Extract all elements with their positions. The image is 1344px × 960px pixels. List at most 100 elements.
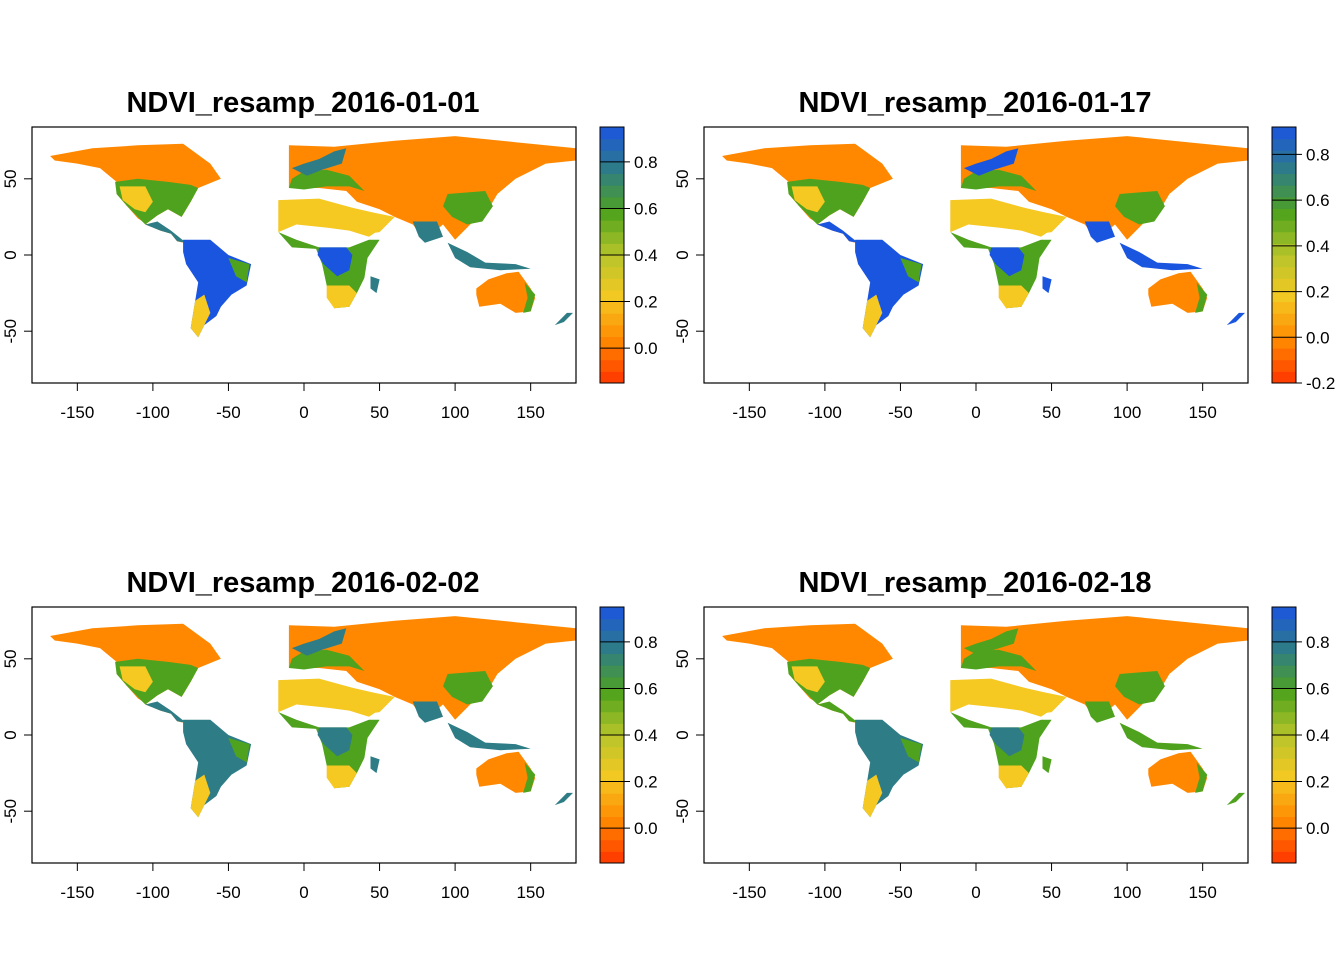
- legend-swatch: [1272, 781, 1296, 794]
- x-tick-label: 150: [1188, 883, 1216, 902]
- x-tick-label: 0: [299, 403, 308, 422]
- land-region: [367, 692, 395, 714]
- legend-tick-label: 0.4: [1306, 237, 1330, 256]
- x-tick-label: -150: [60, 883, 94, 902]
- land-region: [443, 671, 493, 705]
- x-tick-label: 150: [1188, 403, 1216, 422]
- land-region: [370, 756, 380, 774]
- legend-swatch: [600, 231, 624, 244]
- legend-tick-label: 0.4: [634, 726, 658, 745]
- land-region: [317, 247, 353, 277]
- land-region: [1084, 701, 1115, 723]
- map-panel: NDVI_resamp_2016-02-18 -150 -100 -50 0 50 100 1…: [673, 567, 1330, 902]
- land-region: [1119, 722, 1203, 751]
- land-region: [989, 727, 1025, 757]
- x-tick-label: 0: [971, 883, 980, 902]
- legend-swatch: [1272, 851, 1296, 864]
- land-region: [370, 276, 380, 294]
- land-region: [523, 762, 536, 793]
- land-region: [950, 198, 1060, 237]
- legend-swatch: [600, 289, 624, 303]
- x-tick-label: 0: [299, 883, 308, 902]
- legend-swatch: [1272, 816, 1296, 829]
- legend-swatch: [600, 769, 624, 783]
- legend-swatch: [1272, 804, 1296, 817]
- legend-swatch: [600, 220, 624, 233]
- legend-swatch: [600, 746, 624, 759]
- land-region: [963, 628, 1019, 656]
- x-tick-label: 0: [971, 403, 980, 422]
- legend-swatch: [1272, 185, 1296, 198]
- legend-swatch: [600, 723, 624, 736]
- legend-swatch: [1272, 839, 1296, 852]
- legend-swatch: [1272, 324, 1296, 337]
- legend-swatch: [600, 688, 624, 701]
- land-region: [791, 666, 825, 693]
- land-region: [998, 765, 1029, 789]
- land-region: [119, 186, 153, 213]
- x-tick-label: 100: [441, 883, 469, 902]
- x-tick-label: -100: [136, 403, 170, 422]
- y-tick-label: -50: [1, 799, 20, 824]
- legend-swatch: [600, 676, 624, 689]
- land-region: [862, 774, 883, 818]
- legend-swatch: [1272, 196, 1296, 209]
- panel-title: NDVI_resamp_2016-02-18: [798, 567, 1151, 599]
- legend-tick-label: 0.6: [1306, 679, 1330, 698]
- panel-title: NDVI_resamp_2016-01-01: [126, 87, 479, 119]
- legend-swatch: [1272, 769, 1296, 783]
- legend-swatch: [1272, 746, 1296, 759]
- legend-swatch: [1272, 793, 1296, 806]
- legend-swatch: [1272, 665, 1296, 678]
- legend-swatch: [1272, 255, 1296, 268]
- land-region: [228, 258, 250, 283]
- land-region: [412, 701, 443, 723]
- legend-tick-label: 0.6: [634, 679, 658, 698]
- legend-swatch: [1272, 641, 1296, 655]
- land-region: [1195, 762, 1208, 793]
- color-legend: 0.0 0.2 0.4 0.6 0.8: [599, 606, 658, 864]
- land-region: [1226, 312, 1245, 326]
- legend-swatch: [1272, 243, 1296, 256]
- y-tick-label: 50: [673, 169, 692, 188]
- land-region: [288, 136, 576, 240]
- x-tick-label: 100: [1113, 403, 1141, 422]
- land-region: [817, 701, 859, 723]
- legend-tick-label: 0.2: [1306, 773, 1330, 792]
- legend-swatch: [600, 173, 624, 186]
- legend-swatch: [600, 359, 624, 372]
- land-region: [291, 628, 347, 656]
- legend-tick-label: 0.0: [1306, 328, 1330, 347]
- legend-swatch: [1272, 723, 1296, 736]
- y-tick-label: 50: [1, 649, 20, 668]
- x-tick-label: 50: [1042, 883, 1061, 902]
- legend-swatch: [1272, 173, 1296, 186]
- legend-tick-label: 0.8: [634, 633, 658, 652]
- panel-title: NDVI_resamp_2016-02-02: [126, 567, 479, 599]
- land-region: [228, 738, 250, 763]
- legend-swatch: [600, 138, 624, 151]
- legend-swatch: [600, 208, 624, 221]
- x-tick-label: -100: [808, 403, 842, 422]
- land-raster: [722, 616, 1248, 818]
- land-region: [998, 285, 1029, 309]
- legend-swatch: [600, 781, 624, 794]
- legend-swatch: [600, 278, 624, 291]
- y-tick-label: 50: [1, 169, 20, 188]
- legend-tick-label: 0.0: [634, 339, 658, 358]
- land-region: [950, 678, 1060, 717]
- land-region: [960, 136, 1248, 240]
- land-region: [554, 312, 573, 326]
- legend-swatch: [600, 607, 624, 620]
- legend-swatch: [600, 653, 624, 666]
- legend-swatch: [600, 641, 624, 655]
- legend-swatch: [1272, 359, 1296, 372]
- land-region: [950, 712, 1052, 789]
- legend-tick-label: 0.8: [634, 153, 658, 172]
- legend-tick-label: 0.8: [1306, 633, 1330, 652]
- legend-swatch: [600, 700, 624, 713]
- legend-swatch: [600, 161, 624, 175]
- land-region: [326, 765, 357, 789]
- legend-tick-label: 0.0: [1306, 819, 1330, 838]
